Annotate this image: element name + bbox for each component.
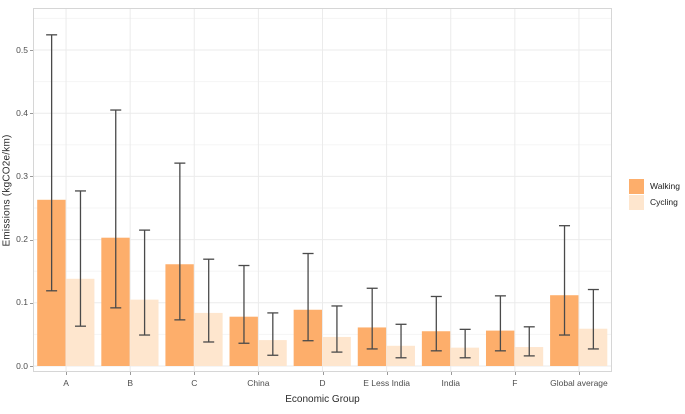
y-tick-label-0.2: 0.2 [16, 234, 28, 245]
x-tick-mark [130, 372, 132, 375]
x-tick-mark [386, 372, 388, 375]
x-tick-mark [450, 372, 452, 375]
y-tick-label-0.4: 0.4 [16, 107, 28, 118]
y-tick-label-0.3: 0.3 [16, 170, 28, 181]
legend-swatch-cycling [629, 194, 644, 210]
x-tick-label-global-average: Global average [550, 378, 608, 388]
plot-panel-svg [34, 9, 611, 371]
x-axis-title: Economic Group [285, 394, 360, 405]
legend-label-cycling: Cycling [650, 197, 678, 207]
x-tick-mark [194, 372, 196, 375]
y-tick-label-0.0: 0.0 [16, 360, 28, 371]
y-axis-title: Emissions (kgCO2e/km) [1, 134, 13, 247]
x-tick-label-b: B [127, 378, 133, 388]
y-tick-mark [30, 366, 33, 367]
x-tick-label-d: D [319, 378, 326, 388]
legend-item-cycling: Cycling [629, 194, 680, 210]
x-tick-mark [66, 372, 68, 375]
y-tick-mark [30, 239, 33, 241]
x-tick-label-c: C [191, 378, 198, 388]
legend-swatch-walking [629, 178, 644, 194]
y-tick-mark [30, 50, 33, 51]
x-tick-mark [578, 372, 580, 375]
x-tick-label-china: China [247, 378, 270, 388]
y-tick-mark [30, 113, 33, 115]
x-tick-label-e-less-india: E Less India [363, 378, 410, 388]
y-tick-mark [30, 176, 33, 178]
x-tick-mark [514, 372, 516, 375]
plot-panel [33, 8, 612, 372]
x-tick-mark [258, 372, 260, 375]
legend: Walking Cycling [629, 178, 680, 210]
x-tick-label-india: India [441, 378, 460, 388]
x-tick-label-a: A [63, 378, 69, 388]
y-tick-mark [30, 302, 33, 304]
y-tick-label-0.1: 0.1 [16, 297, 28, 308]
legend-item-walking: Walking [629, 178, 680, 194]
x-tick-mark [322, 372, 324, 375]
x-tick-label-f: F [512, 378, 518, 388]
y-tick-label-0.5: 0.5 [16, 44, 28, 55]
legend-label-walking: Walking [650, 181, 680, 191]
